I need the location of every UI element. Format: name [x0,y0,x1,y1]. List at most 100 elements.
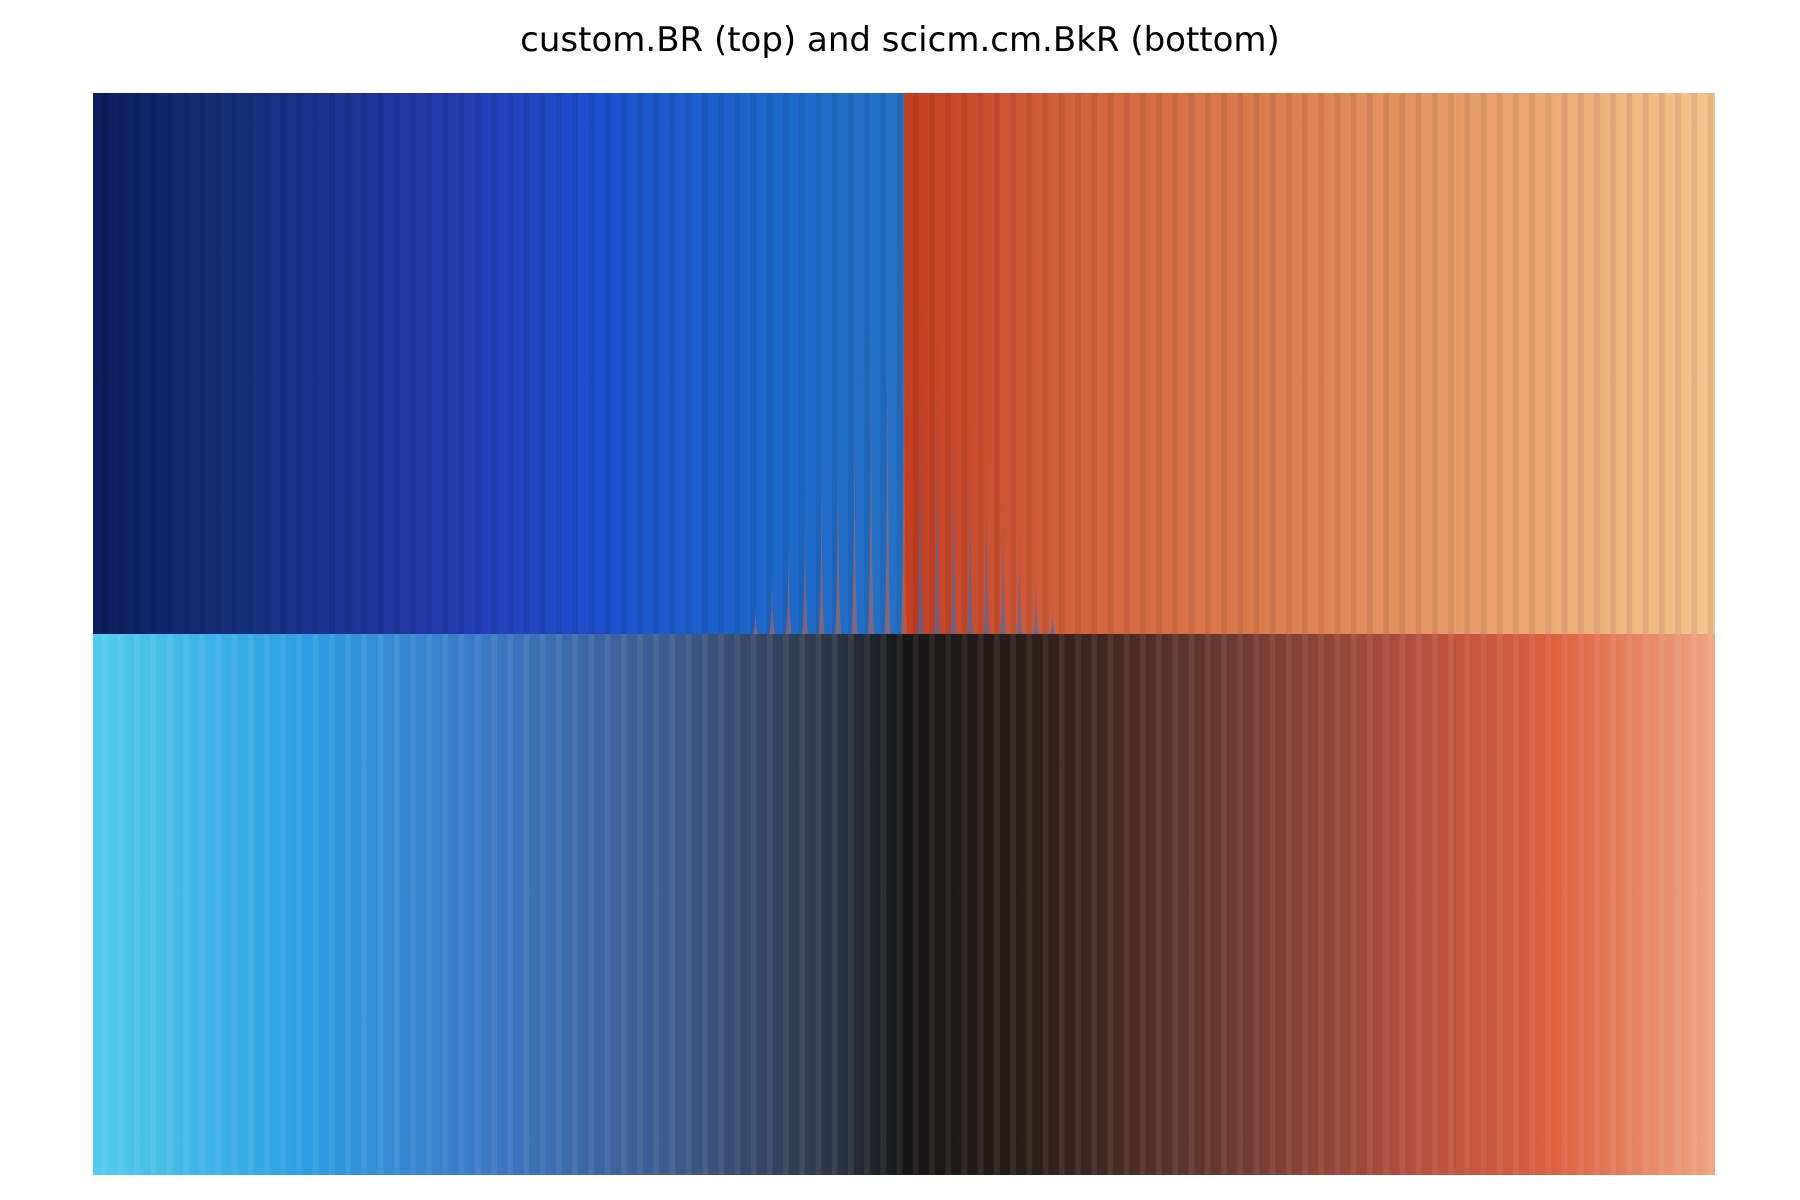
stripe-bottom-96 [1659,634,1665,1175]
stripe-top-89 [1545,93,1552,634]
stripe-top-33 [637,93,643,634]
stripe-bottom-55 [994,634,1000,1175]
stripe-top-10 [264,93,270,634]
stripe-bottom-5 [183,634,189,1175]
stripe-bottom-48 [880,634,887,1175]
stripe-top-52 [945,93,952,634]
stripe-top-63 [1123,93,1130,634]
stripe-bottom-62 [1107,634,1114,1175]
stripe-top-34 [653,93,660,634]
stripe-bottom-7 [215,634,222,1175]
stripe-top-72 [1269,93,1276,634]
stripe-top-84 [1464,93,1471,634]
stripe-bottom-89 [1545,634,1552,1175]
stripe-top-49 [896,93,903,634]
stripe-bottom-36 [685,634,692,1175]
stripe-bottom-72 [1269,634,1276,1175]
stripe-bottom-43 [799,634,806,1175]
stripe-top-25 [507,93,514,634]
stripe-top-79 [1383,93,1389,634]
crossover-spike-4 [818,444,825,634]
stripe-top-35 [669,93,676,634]
stripe-bottom-34 [653,634,660,1175]
stripe-top-13 [312,93,319,634]
panel-top-custom-br [93,93,1715,634]
stripe-bottom-30 [588,634,595,1175]
crossover-spike-7 [868,324,874,634]
stripe-bottom-9 [247,634,254,1175]
stripe-top-97 [1675,93,1681,634]
crossover-spike-8 [884,284,891,634]
stripe-bottom-90 [1561,634,1568,1175]
stripe-bottom-69 [1221,634,1227,1175]
crossover-spike-18 [1049,604,1056,634]
stripe-bottom-50 [912,634,919,1175]
stripe-top-15 [345,93,351,634]
stripe-top-3 [150,93,157,634]
stripe-bottom-51 [929,634,935,1175]
stripe-top-70 [1237,93,1243,634]
stripe-top-67 [1188,93,1195,634]
stripe-top-46 [848,93,854,634]
stripe-bottom-18 [393,634,400,1175]
stripe-top-98 [1691,93,1698,634]
colormap-band-bottom [93,634,1715,1175]
stripe-bottom-31 [604,634,611,1175]
stripe-bottom-97 [1675,634,1681,1175]
stripe-top-58 [1042,93,1049,634]
stripe-bottom-42 [783,634,789,1175]
stripe-bottom-86 [1496,634,1503,1175]
stripe-bottom-98 [1691,634,1698,1175]
crossover-spike-6 [851,364,858,634]
stripe-bottom-74 [1302,634,1308,1175]
stripe-top-69 [1221,93,1227,634]
stripe-top-85 [1480,93,1487,634]
stripe-bottom-85 [1480,634,1487,1175]
stripe-bottom-54 [977,634,984,1175]
stripe-bottom-38 [718,634,724,1175]
crossover-spike-17 [1033,564,1039,634]
stripe-bottom-91 [1577,634,1584,1175]
stripe-top-50 [912,93,919,634]
stripe-top-62 [1107,93,1114,634]
stripe-bottom-37 [702,634,708,1175]
stripe-bottom-84 [1464,634,1471,1175]
stripe-top-11 [280,93,287,634]
stripe-bottom-93 [1610,634,1617,1175]
stripe-bottom-49 [896,634,903,1175]
stripe-bottom-78 [1367,634,1373,1175]
stripe-bottom-87 [1513,634,1519,1175]
stripe-top-27 [539,93,546,634]
stripe-bottom-16 [361,634,368,1175]
stripe-top-1 [118,93,124,634]
stripe-bottom-65 [1156,634,1162,1175]
stripe-top-61 [1091,93,1098,634]
stripe-bottom-57 [1026,634,1033,1175]
stripe-top-0 [101,93,108,634]
stripe-bottom-88 [1529,634,1535,1175]
crossover-spike-11 [934,324,940,634]
stripe-top-60 [1075,93,1081,634]
stripe-top-59 [1058,93,1065,634]
stripe-top-22 [458,93,465,634]
stripe-top-44 [815,93,822,634]
stripe-bottom-75 [1318,634,1325,1175]
stripe-bottom-80 [1399,634,1406,1175]
stripe-top-39 [734,93,741,634]
stripe-top-54 [977,93,984,634]
stripe-top-81 [1415,93,1422,634]
stripe-bottom-6 [199,634,205,1175]
stripe-top-95 [1642,93,1649,634]
crossover-spike-9 [901,244,907,634]
stripe-top-16 [361,93,368,634]
stripe-bottom-25 [507,634,514,1175]
stripe-bottom-4 [166,634,173,1175]
stripe-top-17 [377,93,384,634]
stripe-top-96 [1659,93,1665,634]
crossover-spike-2 [785,524,792,634]
stripe-bottom-83 [1448,634,1454,1175]
stripe-bottom-33 [637,634,643,1175]
stripe-bottom-45 [831,634,838,1175]
stripe-top-21 [442,93,449,634]
stripe-top-83 [1448,93,1454,634]
